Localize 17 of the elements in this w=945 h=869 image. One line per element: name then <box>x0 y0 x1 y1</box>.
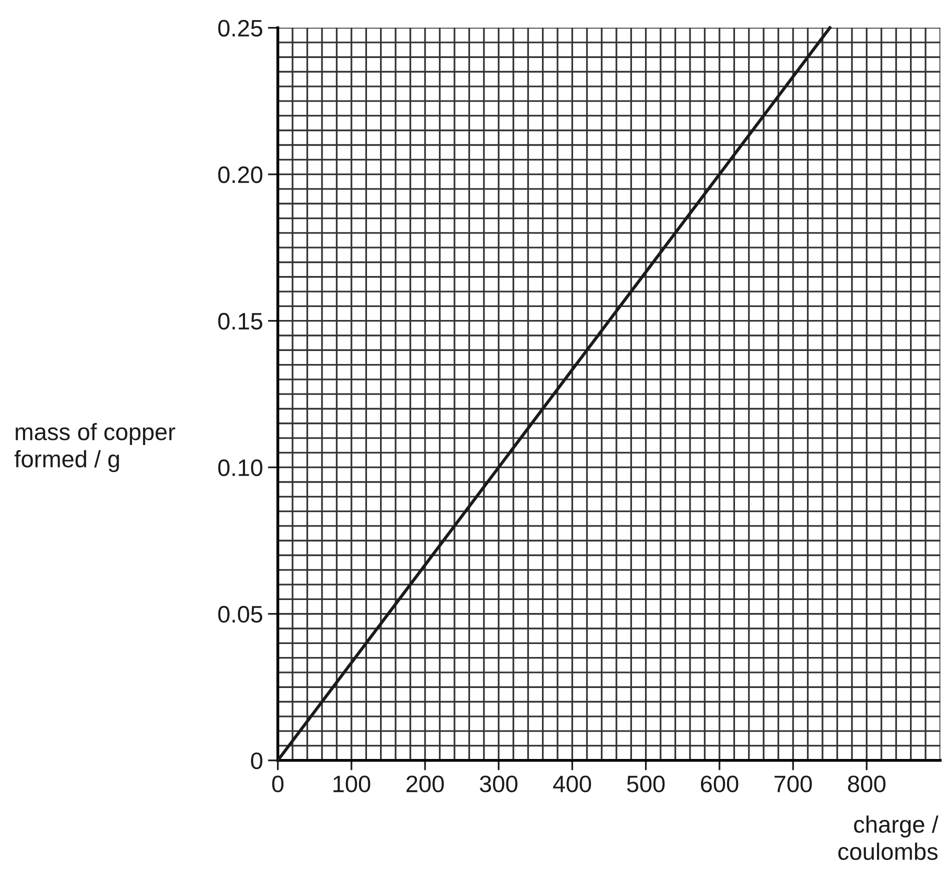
y-tick-label: 0.25 <box>218 20 262 37</box>
x-tick-label: 700 <box>774 776 812 792</box>
x-axis-title: charge / coulombs <box>838 816 938 860</box>
x-tick-label: 200 <box>406 776 444 792</box>
y-tick-label: 0.10 <box>218 459 262 476</box>
y-tick-label: 0 <box>251 752 262 770</box>
y-tick-label: 0.15 <box>218 312 262 330</box>
y-tick-label: 0.05 <box>218 606 262 623</box>
y-tick-label: 0.20 <box>218 166 262 184</box>
x-tick-label: 500 <box>627 776 665 792</box>
x-tick-label: 600 <box>700 776 738 792</box>
y-axis-title: mass of copper formed / g <box>14 422 176 472</box>
x-tick-label: 100 <box>334 776 370 792</box>
x-tick-label: 0 <box>272 776 284 792</box>
x-tick-label: 300 <box>480 776 518 792</box>
x-tick-label: 800 <box>848 776 886 792</box>
x-tick-label: 400 <box>553 776 592 792</box>
